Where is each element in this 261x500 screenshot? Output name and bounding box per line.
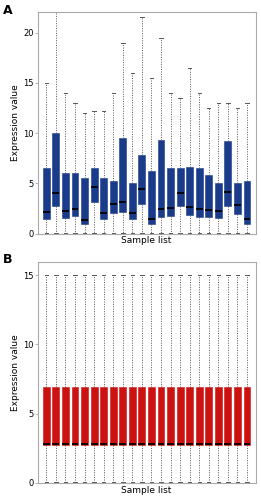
PathPatch shape	[119, 138, 126, 212]
PathPatch shape	[167, 168, 174, 216]
PathPatch shape	[81, 178, 88, 224]
PathPatch shape	[62, 174, 69, 218]
PathPatch shape	[72, 174, 79, 216]
PathPatch shape	[215, 184, 222, 218]
PathPatch shape	[129, 388, 136, 445]
PathPatch shape	[196, 388, 203, 445]
PathPatch shape	[43, 168, 50, 218]
PathPatch shape	[91, 388, 98, 445]
PathPatch shape	[244, 182, 250, 224]
X-axis label: Sample list: Sample list	[121, 486, 172, 494]
PathPatch shape	[119, 388, 126, 445]
PathPatch shape	[52, 133, 59, 206]
PathPatch shape	[52, 388, 59, 445]
PathPatch shape	[244, 388, 250, 445]
Y-axis label: Expression value: Expression value	[11, 84, 20, 162]
PathPatch shape	[110, 182, 117, 212]
PathPatch shape	[167, 388, 174, 445]
PathPatch shape	[224, 141, 231, 206]
PathPatch shape	[148, 172, 155, 224]
PathPatch shape	[186, 388, 193, 445]
Text: A: A	[3, 4, 13, 16]
PathPatch shape	[205, 176, 212, 216]
PathPatch shape	[177, 388, 183, 445]
PathPatch shape	[100, 178, 107, 218]
PathPatch shape	[72, 388, 79, 445]
PathPatch shape	[43, 388, 50, 445]
PathPatch shape	[177, 168, 183, 205]
PathPatch shape	[224, 388, 231, 445]
PathPatch shape	[100, 388, 107, 445]
PathPatch shape	[186, 168, 193, 214]
PathPatch shape	[158, 140, 164, 216]
PathPatch shape	[91, 168, 98, 202]
Text: B: B	[3, 252, 13, 266]
PathPatch shape	[148, 388, 155, 445]
PathPatch shape	[234, 388, 241, 445]
PathPatch shape	[139, 156, 145, 204]
PathPatch shape	[129, 184, 136, 218]
PathPatch shape	[139, 388, 145, 445]
X-axis label: Sample list: Sample list	[121, 236, 172, 246]
PathPatch shape	[158, 388, 164, 445]
PathPatch shape	[205, 388, 212, 445]
PathPatch shape	[215, 388, 222, 445]
PathPatch shape	[62, 388, 69, 445]
PathPatch shape	[234, 184, 241, 214]
PathPatch shape	[81, 388, 88, 445]
PathPatch shape	[110, 388, 117, 445]
Y-axis label: Expression value: Expression value	[11, 334, 20, 410]
PathPatch shape	[196, 168, 203, 216]
